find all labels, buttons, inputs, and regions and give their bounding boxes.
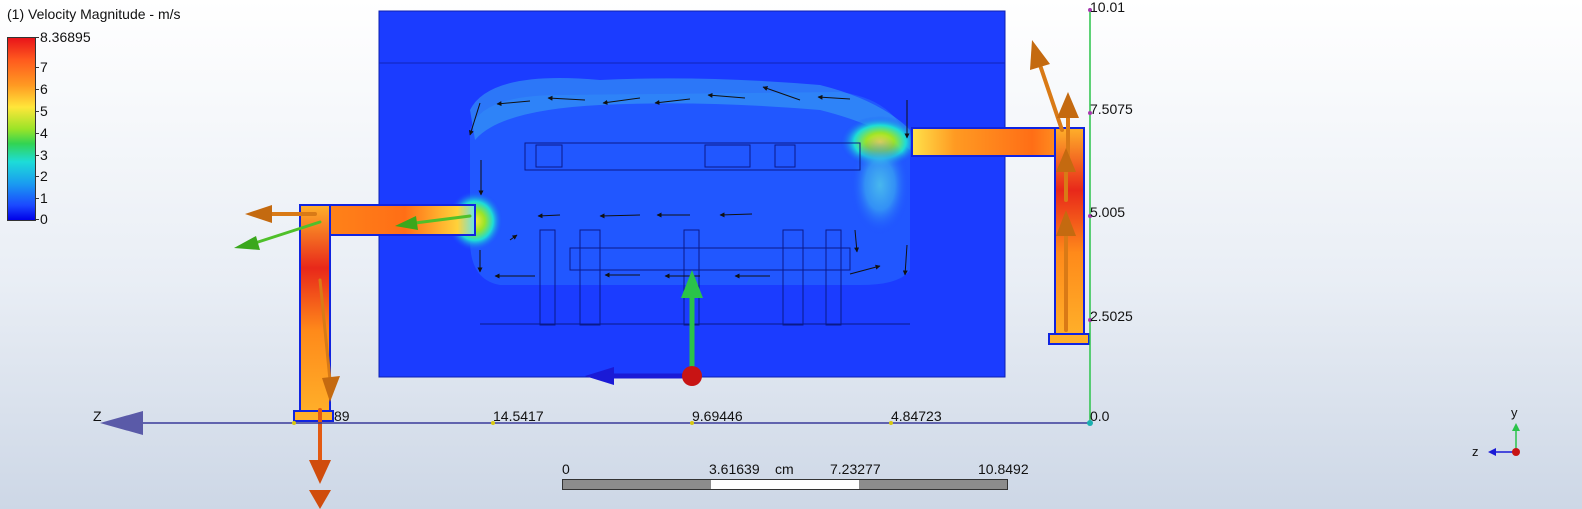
colorbar-tick-mark	[35, 111, 39, 112]
colorbar-tick-mark	[35, 133, 39, 134]
scale-label-1: 3.61639	[709, 461, 760, 477]
y-axis-tick-label: 5.005	[1090, 204, 1126, 220]
colorbar-tick-2: 2	[40, 168, 48, 184]
z-axis-name: Z	[93, 408, 102, 424]
y-axis-tick-label: 2.5025	[1090, 308, 1133, 324]
scale-bar-segment	[859, 480, 1007, 489]
scale-label-2: 7.23277	[830, 461, 881, 477]
colorbar-tick-3: 3	[40, 147, 48, 163]
colorbar-tick-7: 7	[40, 59, 48, 75]
colorbar-tick-mark	[35, 89, 39, 90]
outlet-pipe-cap	[1048, 333, 1090, 345]
colorbar-tick-mark	[35, 67, 39, 68]
y-axis-tick-dots	[1088, 8, 1092, 322]
z-axis-tick-label: 4.84723	[891, 408, 942, 424]
internal-components	[480, 142, 910, 326]
triad-z-label: z	[1472, 444, 1479, 459]
y-axis-tick-label: 10.01	[1090, 0, 1126, 15]
scale-unit: cm	[775, 461, 794, 477]
triad-y-label: y	[1511, 405, 1518, 420]
upper-flow-band	[470, 78, 910, 150]
colorbar-tick-mark	[35, 37, 39, 38]
z-axis-arrowhead	[100, 411, 143, 435]
outlet-wake	[850, 135, 910, 235]
recirc-glow	[470, 92, 910, 285]
colorbar-tick-0: 0	[40, 211, 48, 227]
y-axis-tick-label: 7.5075	[1090, 101, 1133, 117]
scale-label-0: 0	[562, 461, 570, 477]
colorbar-tick-mark	[35, 155, 39, 156]
z-axis-tick-label: 89	[334, 408, 350, 424]
colorbar-tick-mark	[35, 219, 39, 220]
legend-title: (1) Velocity Magnitude - m/s	[7, 6, 181, 22]
colorbar-tick-mark	[35, 198, 39, 199]
z-axis-tick-dots	[292, 421, 893, 425]
scale-label-3: 10.8492	[978, 461, 1029, 477]
colorbar-max-label: 8.36895	[40, 29, 91, 45]
z-axis-tick-label: 9.69446	[692, 408, 743, 424]
colorbar-tick-mark	[35, 176, 39, 177]
colorbar-tick-1: 1	[40, 190, 48, 206]
recirculation-vectors	[468, 86, 910, 279]
orientation-triad[interactable]	[1488, 423, 1520, 456]
colorbar-tick-6: 6	[40, 81, 48, 97]
scale-bar	[562, 479, 1008, 490]
origin-dot	[1087, 420, 1093, 426]
colorbar-tick-5: 5	[40, 103, 48, 119]
scale-bar-segment	[563, 480, 711, 489]
inlet-pipe-cap	[293, 410, 334, 422]
z-axis-tick-label: 14.5417	[493, 408, 544, 424]
color-legend-bar	[7, 37, 36, 221]
local-coordinate-arrows	[585, 270, 703, 386]
colorbar-tick-4: 4	[40, 125, 48, 141]
bc-arrows	[234, 40, 1079, 509]
z-axis-origin-label: 0.0	[1090, 408, 1110, 424]
